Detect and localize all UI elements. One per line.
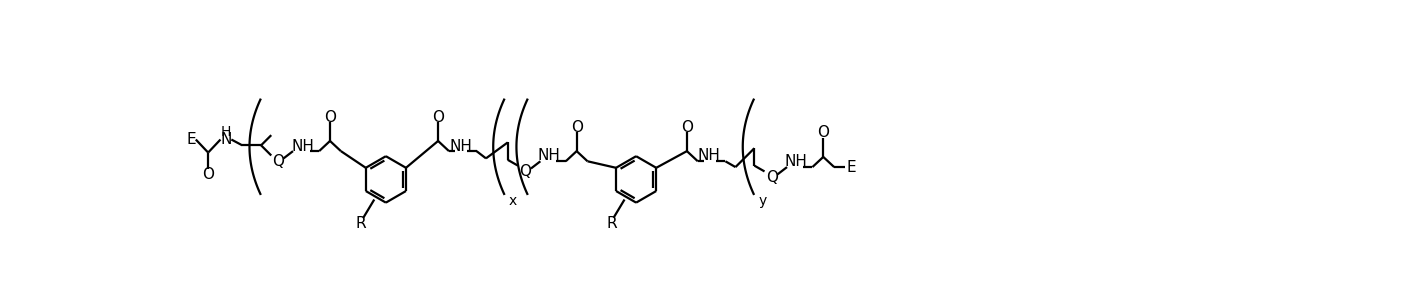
Text: R: R	[355, 216, 366, 231]
Text: O: O	[432, 109, 444, 124]
Text: O: O	[202, 167, 215, 182]
Text: O: O	[570, 120, 583, 135]
Text: y: y	[760, 194, 767, 208]
Text: NH: NH	[538, 148, 560, 163]
Text: O: O	[817, 125, 830, 141]
Text: NH: NH	[698, 148, 720, 163]
Text: O: O	[324, 109, 336, 124]
Text: H: H	[220, 124, 232, 138]
Text: R: R	[607, 216, 616, 231]
Text: E: E	[187, 132, 197, 147]
Text: NH: NH	[785, 154, 807, 169]
Text: N: N	[220, 132, 232, 147]
Text: NH: NH	[449, 138, 472, 153]
Text: x: x	[508, 194, 517, 208]
Text: Q: Q	[765, 170, 778, 185]
Text: E: E	[847, 160, 856, 174]
Text: O: O	[681, 120, 694, 135]
Text: NH: NH	[291, 138, 314, 153]
Text: Q: Q	[272, 154, 285, 169]
Text: Q: Q	[519, 164, 531, 179]
